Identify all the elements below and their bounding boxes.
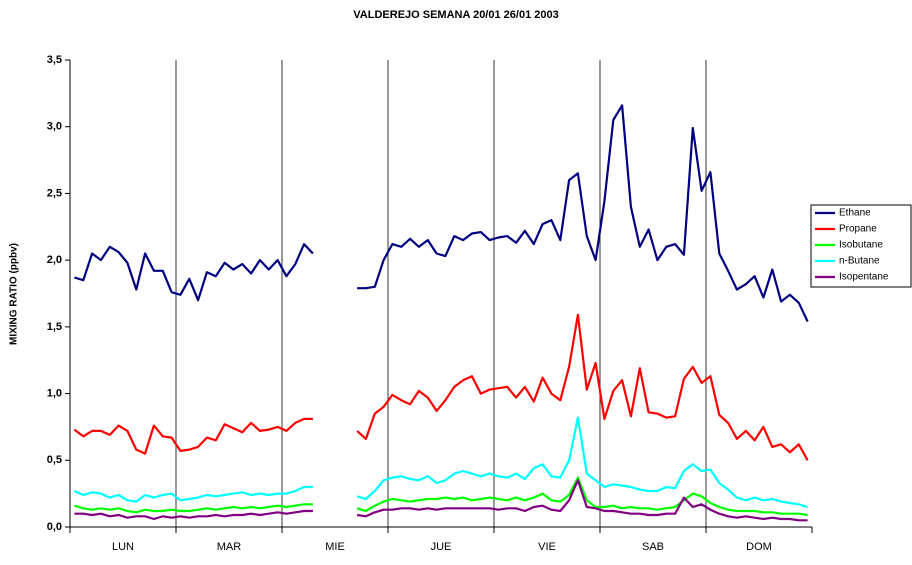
series-line bbox=[74, 479, 808, 522]
legend-label: Isobutane bbox=[839, 240, 883, 251]
y-tick-label: 0,5 bbox=[47, 454, 62, 466]
y-tick-label: 3,5 bbox=[47, 54, 62, 66]
y-tick-label: 0,0 bbox=[47, 521, 62, 533]
y-tick-label: 1,5 bbox=[47, 321, 62, 333]
series-line bbox=[73, 416, 808, 509]
legend-label: Ethane bbox=[839, 208, 871, 219]
chart-title: VALDEREJO SEMANA 20/01 26/01 2003 bbox=[353, 9, 558, 21]
x-tick-label: JUE bbox=[431, 541, 452, 553]
x-tick-label: DOM bbox=[746, 541, 772, 553]
series-line bbox=[74, 104, 809, 322]
x-tick-label: SAB bbox=[642, 541, 664, 553]
y-tick-label: 2,5 bbox=[47, 187, 62, 199]
x-tick-label: VIE bbox=[538, 541, 556, 553]
series-line bbox=[74, 476, 808, 517]
y-tick-label: 3,0 bbox=[47, 121, 62, 133]
y-tick-label: 2,0 bbox=[47, 254, 62, 266]
legend-label: Propane bbox=[839, 224, 877, 235]
x-tick-label: MIE bbox=[325, 541, 345, 553]
x-tick-label: MAR bbox=[217, 541, 242, 553]
y-tick-label: 1,0 bbox=[47, 387, 62, 399]
legend-label: Isopentane bbox=[839, 272, 889, 283]
x-tick-label: LUN bbox=[112, 541, 134, 553]
series-line bbox=[73, 313, 809, 461]
y-axis-label: MIXING RATIO (ppbv) bbox=[9, 243, 20, 345]
legend-label: n-Butane bbox=[839, 256, 880, 267]
